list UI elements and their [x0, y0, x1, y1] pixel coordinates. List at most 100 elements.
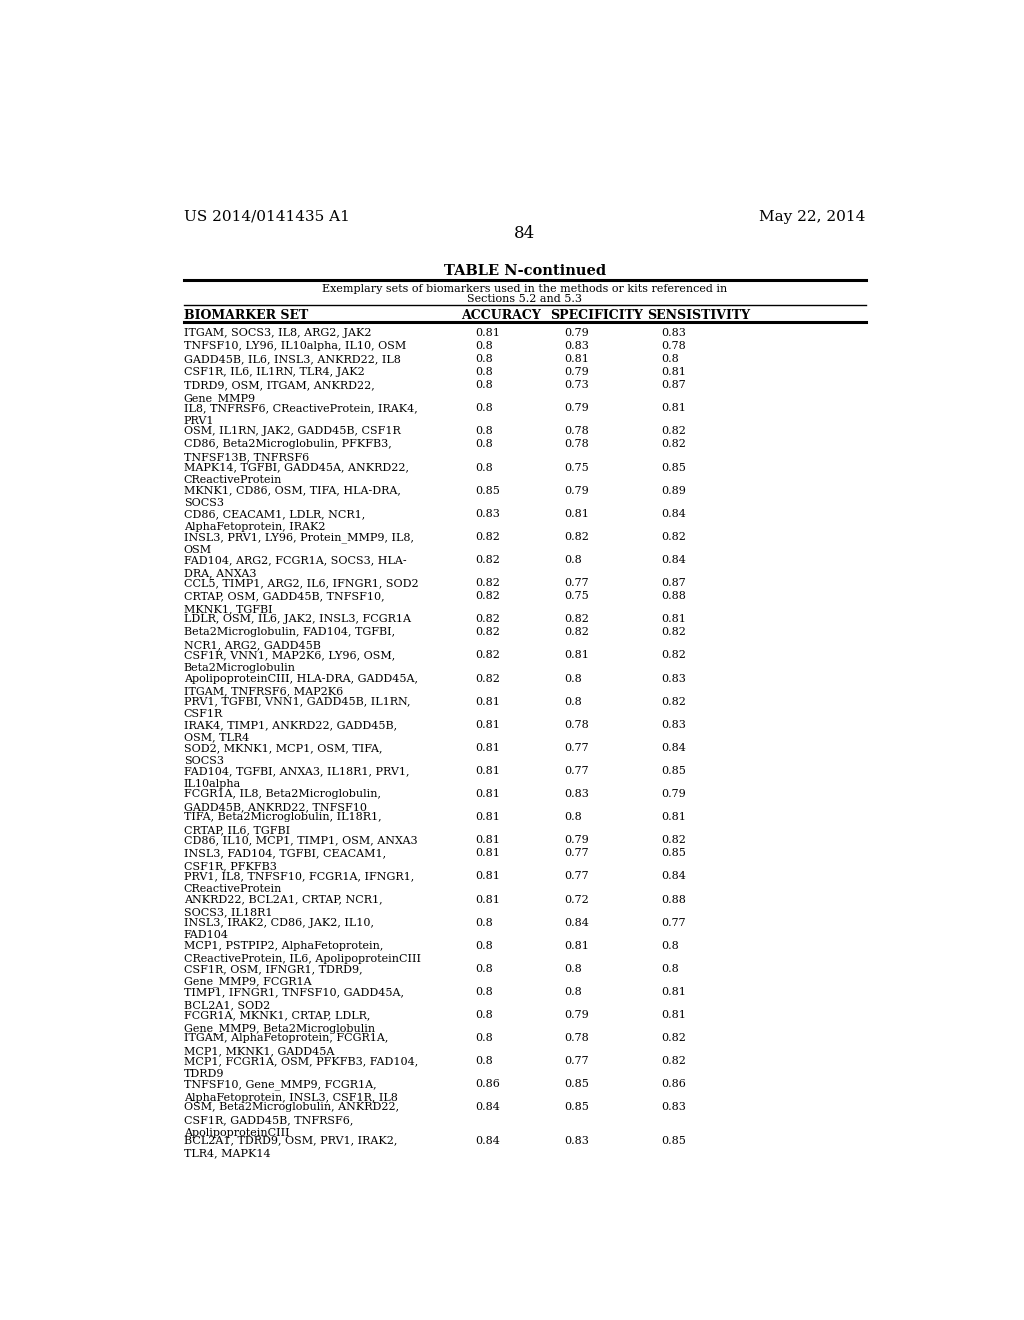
Text: IRAK4, TIMP1, ANKRD22, GADD45B,
OSM, TLR4: IRAK4, TIMP1, ANKRD22, GADD45B, OSM, TLR… — [183, 719, 397, 743]
Text: 0.81: 0.81 — [564, 354, 589, 364]
Text: TDRD9, OSM, ITGAM, ANKRD22,
Gene_MMP9: TDRD9, OSM, ITGAM, ANKRD22, Gene_MMP9 — [183, 380, 375, 404]
Text: 0.82: 0.82 — [662, 440, 686, 449]
Text: MAPK14, TGFBI, GADD45A, ANKRD22,
CReactiveProtein: MAPK14, TGFBI, GADD45A, ANKRD22, CReacti… — [183, 462, 409, 486]
Text: 0.82: 0.82 — [564, 532, 589, 541]
Text: 0.85: 0.85 — [662, 849, 686, 858]
Text: 0.81: 0.81 — [662, 1010, 686, 1020]
Text: ApolipoproteinCIII, HLA-DRA, GADD45A,
ITGAM, TNFRSF6, MAP2K6: ApolipoproteinCIII, HLA-DRA, GADD45A, IT… — [183, 673, 418, 697]
Text: 0.84: 0.84 — [564, 917, 589, 928]
Text: 0.78: 0.78 — [564, 1034, 589, 1043]
Text: SPECIFICITY: SPECIFICITY — [550, 309, 643, 322]
Text: Beta2Microglobulin, FAD104, TGFBI,
NCR1, ARG2, GADD45B: Beta2Microglobulin, FAD104, TGFBI, NCR1,… — [183, 627, 395, 651]
Text: 0.77: 0.77 — [564, 578, 589, 587]
Text: INSL3, PRV1, LY96, Protein_MMP9, IL8,
OSM: INSL3, PRV1, LY96, Protein_MMP9, IL8, OS… — [183, 532, 414, 556]
Text: 0.8: 0.8 — [475, 341, 493, 351]
Text: 0.8: 0.8 — [475, 964, 493, 974]
Text: 0.82: 0.82 — [662, 532, 686, 541]
Text: May 22, 2014: May 22, 2014 — [760, 210, 866, 224]
Text: 0.84: 0.84 — [662, 871, 686, 882]
Text: Exemplary sets of biomarkers used in the methods or kits referenced in: Exemplary sets of biomarkers used in the… — [323, 284, 727, 294]
Text: 0.81: 0.81 — [475, 836, 500, 845]
Text: BIOMARKER SET: BIOMARKER SET — [183, 309, 308, 322]
Text: 0.8: 0.8 — [475, 367, 493, 378]
Text: 0.8: 0.8 — [475, 462, 493, 473]
Text: 0.89: 0.89 — [662, 486, 686, 495]
Text: 0.81: 0.81 — [475, 789, 500, 799]
Text: 0.79: 0.79 — [564, 1010, 589, 1020]
Text: CRTAP, OSM, GADD45B, TNFSF10,
MKNK1, TGFBI: CRTAP, OSM, GADD45B, TNFSF10, MKNK1, TGF… — [183, 591, 384, 614]
Text: 0.8: 0.8 — [475, 1010, 493, 1020]
Text: FAD104, ARG2, FCGR1A, SOCS3, HLA-
DRA, ANXA3: FAD104, ARG2, FCGR1A, SOCS3, HLA- DRA, A… — [183, 554, 407, 578]
Text: 0.83: 0.83 — [662, 1102, 686, 1113]
Text: INSL3, FAD104, TGFBI, CEACAM1,
CSF1R, PFKFB3: INSL3, FAD104, TGFBI, CEACAM1, CSF1R, PF… — [183, 849, 386, 871]
Text: ITGAM, SOCS3, IL8, ARG2, JAK2: ITGAM, SOCS3, IL8, ARG2, JAK2 — [183, 327, 372, 338]
Text: OSM, IL1RN, JAK2, GADD45B, CSF1R: OSM, IL1RN, JAK2, GADD45B, CSF1R — [183, 426, 400, 437]
Text: 0.8: 0.8 — [564, 673, 582, 684]
Text: 0.81: 0.81 — [662, 987, 686, 997]
Text: 0.81: 0.81 — [662, 812, 686, 822]
Text: 0.84: 0.84 — [475, 1135, 500, 1146]
Text: 0.82: 0.82 — [475, 651, 500, 660]
Text: MCP1, FCGR1A, OSM, PFKFB3, FAD104,
TDRD9: MCP1, FCGR1A, OSM, PFKFB3, FAD104, TDRD9 — [183, 1056, 418, 1078]
Text: 0.82: 0.82 — [475, 627, 500, 638]
Text: 0.82: 0.82 — [662, 697, 686, 706]
Text: 0.79: 0.79 — [564, 836, 589, 845]
Text: 0.8: 0.8 — [564, 554, 582, 565]
Text: 0.81: 0.81 — [475, 743, 500, 752]
Text: 0.78: 0.78 — [564, 440, 589, 449]
Text: FCGR1A, IL8, Beta2Microglobulin,
GADD45B, ANKRD22, TNFSF10: FCGR1A, IL8, Beta2Microglobulin, GADD45B… — [183, 789, 381, 812]
Text: TNFSF10, LY96, IL10alpha, IL10, OSM: TNFSF10, LY96, IL10alpha, IL10, OSM — [183, 341, 407, 351]
Text: 0.84: 0.84 — [662, 554, 686, 565]
Text: 0.79: 0.79 — [564, 327, 589, 338]
Text: INSL3, IRAK2, CD86, JAK2, IL10,
FAD104: INSL3, IRAK2, CD86, JAK2, IL10, FAD104 — [183, 917, 374, 940]
Text: 0.81: 0.81 — [475, 895, 500, 904]
Text: 0.81: 0.81 — [564, 508, 589, 519]
Text: 0.82: 0.82 — [662, 1034, 686, 1043]
Text: 0.83: 0.83 — [475, 508, 500, 519]
Text: 0.85: 0.85 — [662, 766, 686, 776]
Text: 0.85: 0.85 — [662, 462, 686, 473]
Text: 0.82: 0.82 — [662, 426, 686, 437]
Text: 0.83: 0.83 — [662, 719, 686, 730]
Text: 0.81: 0.81 — [475, 871, 500, 882]
Text: 0.73: 0.73 — [564, 380, 589, 391]
Text: 0.8: 0.8 — [475, 426, 493, 437]
Text: 0.87: 0.87 — [662, 380, 686, 391]
Text: 0.8: 0.8 — [564, 697, 582, 706]
Text: 0.81: 0.81 — [475, 812, 500, 822]
Text: 0.72: 0.72 — [564, 895, 589, 904]
Text: MKNK1, CD86, OSM, TIFA, HLA-DRA,
SOCS3: MKNK1, CD86, OSM, TIFA, HLA-DRA, SOCS3 — [183, 486, 400, 508]
Text: CD86, IL10, MCP1, TIMP1, OSM, ANXA3: CD86, IL10, MCP1, TIMP1, OSM, ANXA3 — [183, 836, 418, 845]
Text: ITGAM, AlphaFetoprotein, FCGR1A,
MCP1, MKNK1, GADD45A: ITGAM, AlphaFetoprotein, FCGR1A, MCP1, M… — [183, 1034, 388, 1056]
Text: 0.87: 0.87 — [662, 578, 686, 587]
Text: OSM, Beta2Microglobulin, ANKRD22,
CSF1R, GADD45B, TNFRSF6,
ApolipoproteinCIII: OSM, Beta2Microglobulin, ANKRD22, CSF1R,… — [183, 1102, 399, 1138]
Text: CCL5, TIMP1, ARG2, IL6, IFNGR1, SOD2: CCL5, TIMP1, ARG2, IL6, IFNGR1, SOD2 — [183, 578, 419, 587]
Text: 0.8: 0.8 — [475, 987, 493, 997]
Text: SENSISTIVITY: SENSISTIVITY — [647, 309, 751, 322]
Text: 0.8: 0.8 — [475, 941, 493, 950]
Text: 0.88: 0.88 — [662, 591, 686, 601]
Text: 0.85: 0.85 — [564, 1080, 589, 1089]
Text: TIFA, Beta2Microglobulin, IL18R1,
CRTAP, IL6, TGFBI: TIFA, Beta2Microglobulin, IL18R1, CRTAP,… — [183, 812, 381, 836]
Text: 0.81: 0.81 — [475, 327, 500, 338]
Text: 0.79: 0.79 — [662, 789, 686, 799]
Text: 0.8: 0.8 — [475, 1056, 493, 1067]
Text: 0.83: 0.83 — [662, 673, 686, 684]
Text: 0.8: 0.8 — [662, 964, 679, 974]
Text: 0.85: 0.85 — [564, 1102, 589, 1113]
Text: 0.88: 0.88 — [662, 895, 686, 904]
Text: 0.77: 0.77 — [564, 849, 589, 858]
Text: 0.8: 0.8 — [564, 987, 582, 997]
Text: 0.8: 0.8 — [564, 812, 582, 822]
Text: 0.81: 0.81 — [564, 651, 589, 660]
Text: 0.78: 0.78 — [662, 341, 686, 351]
Text: 0.8: 0.8 — [475, 440, 493, 449]
Text: 0.77: 0.77 — [564, 1056, 589, 1067]
Text: 0.8: 0.8 — [475, 917, 493, 928]
Text: 0.81: 0.81 — [475, 849, 500, 858]
Text: 0.8: 0.8 — [662, 941, 679, 950]
Text: 0.82: 0.82 — [662, 1056, 686, 1067]
Text: 0.77: 0.77 — [564, 743, 589, 752]
Text: 0.82: 0.82 — [475, 532, 500, 541]
Text: 0.83: 0.83 — [662, 327, 686, 338]
